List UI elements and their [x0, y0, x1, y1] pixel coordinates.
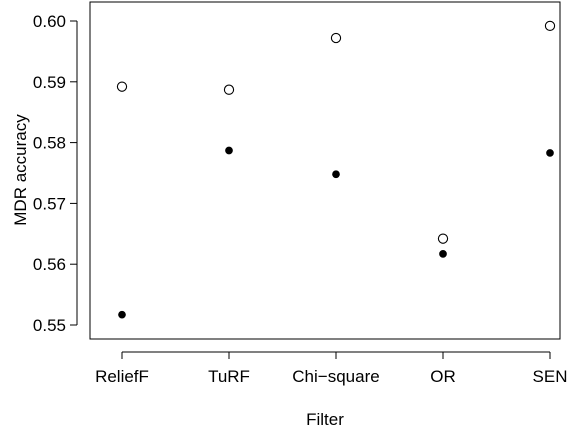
- x-axis: ReliefF TuRF Chi−square OR SEN: [95, 351, 568, 386]
- y-tick-label: 0.55: [33, 316, 66, 335]
- y-tick-label: 0.59: [33, 73, 66, 92]
- filled-point: [439, 250, 447, 258]
- y-tick-label: 0.56: [33, 255, 66, 274]
- y-axis: 0.55 0.56 0.57 0.58 0.59 0.60: [33, 12, 78, 335]
- y-axis-label: MDR accuracy: [11, 114, 30, 226]
- x-tick-label: TuRF: [208, 367, 250, 386]
- filled-point: [546, 149, 554, 157]
- x-tick-label: SEN: [533, 367, 568, 386]
- open-point: [116, 81, 128, 92]
- filled-point: [332, 170, 340, 179]
- filled-point: [225, 146, 233, 155]
- open-point: [437, 233, 449, 244]
- plot-frame: [89, 1, 561, 340]
- y-tick-label: 0.58: [33, 134, 66, 153]
- x-tick-label: ReliefF: [95, 367, 149, 386]
- data-points: [116, 20, 556, 319]
- x-tick-label: Chi−square: [292, 367, 379, 386]
- open-point: [330, 32, 342, 44]
- x-tick-label: OR: [430, 367, 456, 386]
- open-point: [223, 84, 235, 95]
- y-tick-label: 0.60: [33, 12, 66, 31]
- open-point: [544, 20, 556, 32]
- filled-point: [118, 310, 126, 319]
- x-axis-label: Filter: [306, 410, 344, 429]
- y-tick-label: 0.57: [33, 194, 66, 213]
